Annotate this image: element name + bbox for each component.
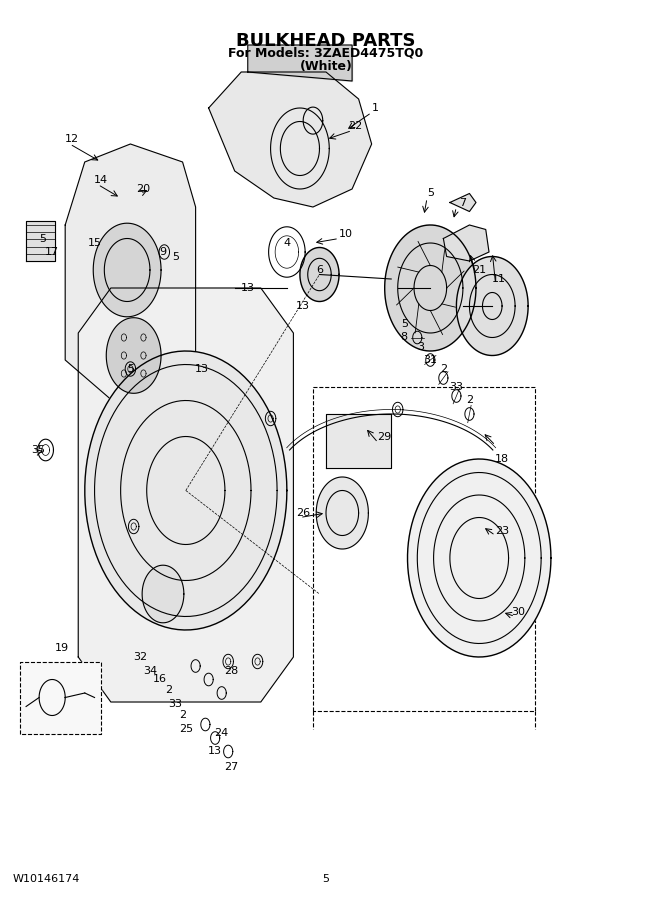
- Text: 1: 1: [372, 103, 378, 113]
- Polygon shape: [408, 459, 551, 657]
- Text: 8: 8: [401, 332, 408, 343]
- Text: 2: 2: [179, 710, 186, 721]
- Text: 5: 5: [127, 364, 134, 374]
- Text: 26: 26: [296, 508, 310, 518]
- Text: 18: 18: [495, 454, 509, 464]
- Text: 19: 19: [55, 643, 69, 653]
- Text: 2: 2: [466, 395, 473, 406]
- Text: 2: 2: [165, 685, 171, 696]
- Text: 5: 5: [401, 319, 408, 329]
- Text: (White): (White): [299, 60, 353, 73]
- Text: 30: 30: [511, 607, 526, 617]
- Text: 21: 21: [472, 265, 486, 275]
- Text: 28: 28: [224, 665, 239, 676]
- Text: BULKHEAD PARTS: BULKHEAD PARTS: [236, 32, 416, 50]
- Polygon shape: [456, 256, 528, 356]
- Text: 27: 27: [224, 761, 239, 772]
- Text: 3: 3: [417, 341, 424, 352]
- Text: 4: 4: [284, 238, 290, 248]
- Text: 14: 14: [94, 175, 108, 185]
- Text: 32: 32: [133, 652, 147, 662]
- Text: 20: 20: [136, 184, 151, 194]
- Polygon shape: [316, 477, 368, 549]
- Text: 13: 13: [296, 301, 310, 311]
- Polygon shape: [209, 72, 372, 207]
- Text: 6: 6: [316, 265, 323, 275]
- Polygon shape: [443, 225, 489, 261]
- Text: 2: 2: [440, 364, 447, 374]
- Text: 34: 34: [143, 665, 157, 676]
- Text: 12: 12: [65, 134, 79, 145]
- Text: 15: 15: [87, 238, 102, 248]
- Text: 17: 17: [45, 247, 59, 257]
- Polygon shape: [65, 144, 196, 405]
- Text: W10146174: W10146174: [13, 874, 80, 884]
- Polygon shape: [142, 565, 184, 623]
- Polygon shape: [26, 220, 55, 261]
- Text: 5: 5: [427, 188, 434, 199]
- Text: 33: 33: [168, 698, 182, 709]
- Text: 13: 13: [241, 283, 255, 293]
- Text: 5: 5: [39, 233, 46, 244]
- Polygon shape: [20, 662, 101, 734]
- Text: 22: 22: [348, 121, 363, 131]
- Text: 16: 16: [153, 674, 167, 685]
- Text: 10: 10: [338, 229, 353, 239]
- Text: 31: 31: [423, 355, 437, 365]
- Text: 33: 33: [449, 382, 464, 392]
- Polygon shape: [85, 351, 287, 630]
- Polygon shape: [78, 288, 293, 702]
- Text: 9: 9: [160, 247, 166, 257]
- Text: 23: 23: [495, 526, 509, 536]
- Text: 5: 5: [173, 251, 179, 262]
- Polygon shape: [450, 194, 476, 212]
- Text: 11: 11: [492, 274, 506, 284]
- Polygon shape: [93, 223, 161, 317]
- Polygon shape: [248, 45, 352, 81]
- Polygon shape: [385, 225, 476, 351]
- Text: 35: 35: [31, 445, 45, 455]
- Text: 13: 13: [195, 364, 209, 374]
- Text: 7: 7: [460, 197, 466, 208]
- Text: 29: 29: [378, 431, 392, 442]
- Text: 13: 13: [208, 746, 222, 757]
- Text: 24: 24: [215, 728, 229, 739]
- Text: 5: 5: [323, 874, 329, 884]
- Text: 25: 25: [179, 724, 193, 734]
- Polygon shape: [300, 248, 339, 302]
- Polygon shape: [326, 414, 391, 468]
- Polygon shape: [106, 318, 161, 393]
- Text: For Models: 3ZAED4475TQ0: For Models: 3ZAED4475TQ0: [228, 47, 424, 59]
